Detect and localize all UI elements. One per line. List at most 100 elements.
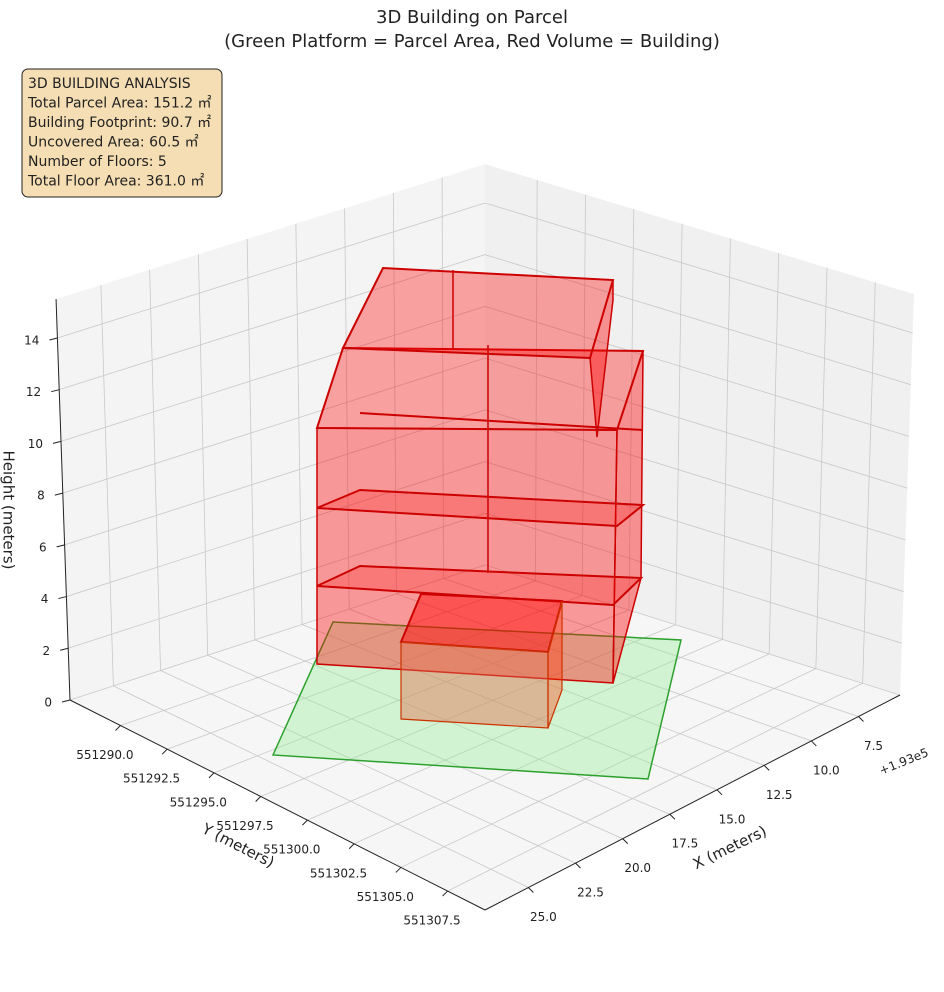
tick-mark — [161, 748, 168, 755]
grid-line — [484, 202, 913, 334]
floor-line — [316, 488, 646, 528]
x-tick-label: 10.0 — [813, 763, 840, 777]
x-tick-label: 7.5 — [864, 739, 883, 753]
floor-line — [359, 412, 644, 431]
tick-mark — [528, 887, 534, 893]
grid-line — [344, 208, 350, 610]
grid-line — [160, 670, 576, 864]
y-tick-label: 551305.0 — [357, 890, 414, 904]
grid-line — [120, 580, 536, 726]
y-tick-label: 551300.0 — [263, 843, 320, 857]
y-tick-label: 551295.0 — [170, 795, 227, 809]
x-tick-label: 12.5 — [766, 788, 793, 802]
z-tick-label: 10 — [28, 437, 43, 451]
tick-mark — [348, 843, 355, 850]
info-line: Total Floor Area: 361.0 ㎡ — [27, 174, 204, 190]
tick-mark — [51, 389, 60, 393]
y-tick-label: 551307.5 — [403, 914, 460, 928]
pane — [485, 164, 914, 696]
tick-mark — [255, 796, 262, 802]
z-tick-label: 14 — [24, 333, 39, 347]
grid-line — [207, 654, 623, 840]
tick-mark — [49, 337, 58, 341]
grid-line — [57, 202, 486, 339]
grid-line — [60, 306, 486, 442]
grid-line — [113, 685, 529, 888]
building-volume — [400, 641, 549, 729]
z-tick-label: 0 — [44, 696, 52, 710]
x-axis-line — [484, 694, 901, 911]
grid-line — [62, 357, 486, 494]
y-tick-label: 551292.5 — [123, 772, 180, 786]
x-tick-label: 17.5 — [672, 837, 699, 851]
grid-line — [581, 194, 586, 596]
grid-line — [862, 282, 876, 684]
grid-line — [443, 578, 859, 717]
x-tick-label: 22.5 — [577, 886, 604, 900]
x-tick-label: 20.0 — [624, 861, 651, 875]
y-tick-label: 551290.0 — [76, 748, 133, 762]
grid-line — [197, 254, 209, 656]
building-volume — [341, 266, 615, 360]
info-line: Uncovered Area: 60.5 ㎡ — [28, 135, 199, 151]
z-tick-label: 4 — [41, 592, 49, 606]
parcel-platform — [271, 621, 682, 780]
x-offset-label: +1.93e5 — [877, 745, 930, 777]
grid-line — [307, 639, 723, 821]
grid-line — [295, 223, 303, 625]
tick-mark — [622, 838, 629, 845]
grid-line — [213, 609, 630, 774]
chart-subtitle: (Green Platform = Parcel Area, Red Volum… — [224, 31, 720, 52]
grid-line — [260, 624, 676, 797]
z-axis-line — [55, 299, 71, 701]
x-axis-label: X (meters) — [690, 822, 770, 873]
z-tick-label: 8 — [37, 489, 45, 503]
tick-mark — [60, 647, 69, 651]
info-lines: 3D BUILDING ANALYSIS Total Parcel Area: 1… — [27, 76, 212, 190]
tick-mark — [810, 740, 817, 747]
grid-line — [68, 512, 486, 649]
pane — [70, 565, 900, 910]
tick-mark — [442, 890, 448, 897]
info-line: 3D BUILDING ANALYSIS — [28, 76, 191, 92]
grid-line — [484, 306, 910, 437]
grids — [57, 177, 913, 892]
grid-line — [535, 179, 538, 581]
tick-mark — [395, 867, 402, 873]
z-tick-label: 2 — [43, 644, 51, 658]
x-tick-label: 25.0 — [530, 910, 557, 924]
tick-mark — [208, 772, 215, 779]
grid-line — [66, 461, 486, 597]
tick-mark — [575, 862, 581, 869]
tick-mark — [669, 813, 676, 820]
grid-line — [246, 239, 256, 640]
grid-line — [149, 269, 161, 671]
tick-mark — [302, 819, 308, 826]
building-volume — [589, 279, 614, 438]
tick-mark — [52, 440, 62, 444]
grid-line — [628, 209, 635, 611]
building-volume — [547, 600, 563, 729]
panes — [56, 164, 914, 910]
grid-line — [301, 624, 718, 791]
tick-mark — [54, 492, 63, 496]
z-axis-label: Height (meters) — [0, 451, 18, 570]
grid-line — [59, 254, 486, 391]
tick-mark — [716, 789, 723, 796]
y-tick-label: 551302.5 — [310, 866, 367, 880]
tick-mark — [61, 699, 71, 703]
grid-line — [675, 223, 683, 625]
info-line: Number of Floors: 5 — [28, 154, 167, 170]
y-axis-line — [69, 699, 486, 911]
info-line: Total Parcel Area: 151.2 ㎡ — [27, 96, 212, 112]
grid-line — [396, 593, 812, 742]
grid-line — [768, 253, 780, 655]
grid-line — [484, 409, 906, 541]
grid-line — [167, 595, 583, 750]
grid-line — [484, 461, 904, 592]
grid-line — [353, 653, 770, 845]
axes: 7.5 10.0 12.5 15.0 17.5 20.0 22.5 25.0 551290.0 5… — [24, 299, 901, 928]
grid-line — [392, 193, 397, 594]
x-tick-label: 15.0 — [719, 812, 746, 826]
